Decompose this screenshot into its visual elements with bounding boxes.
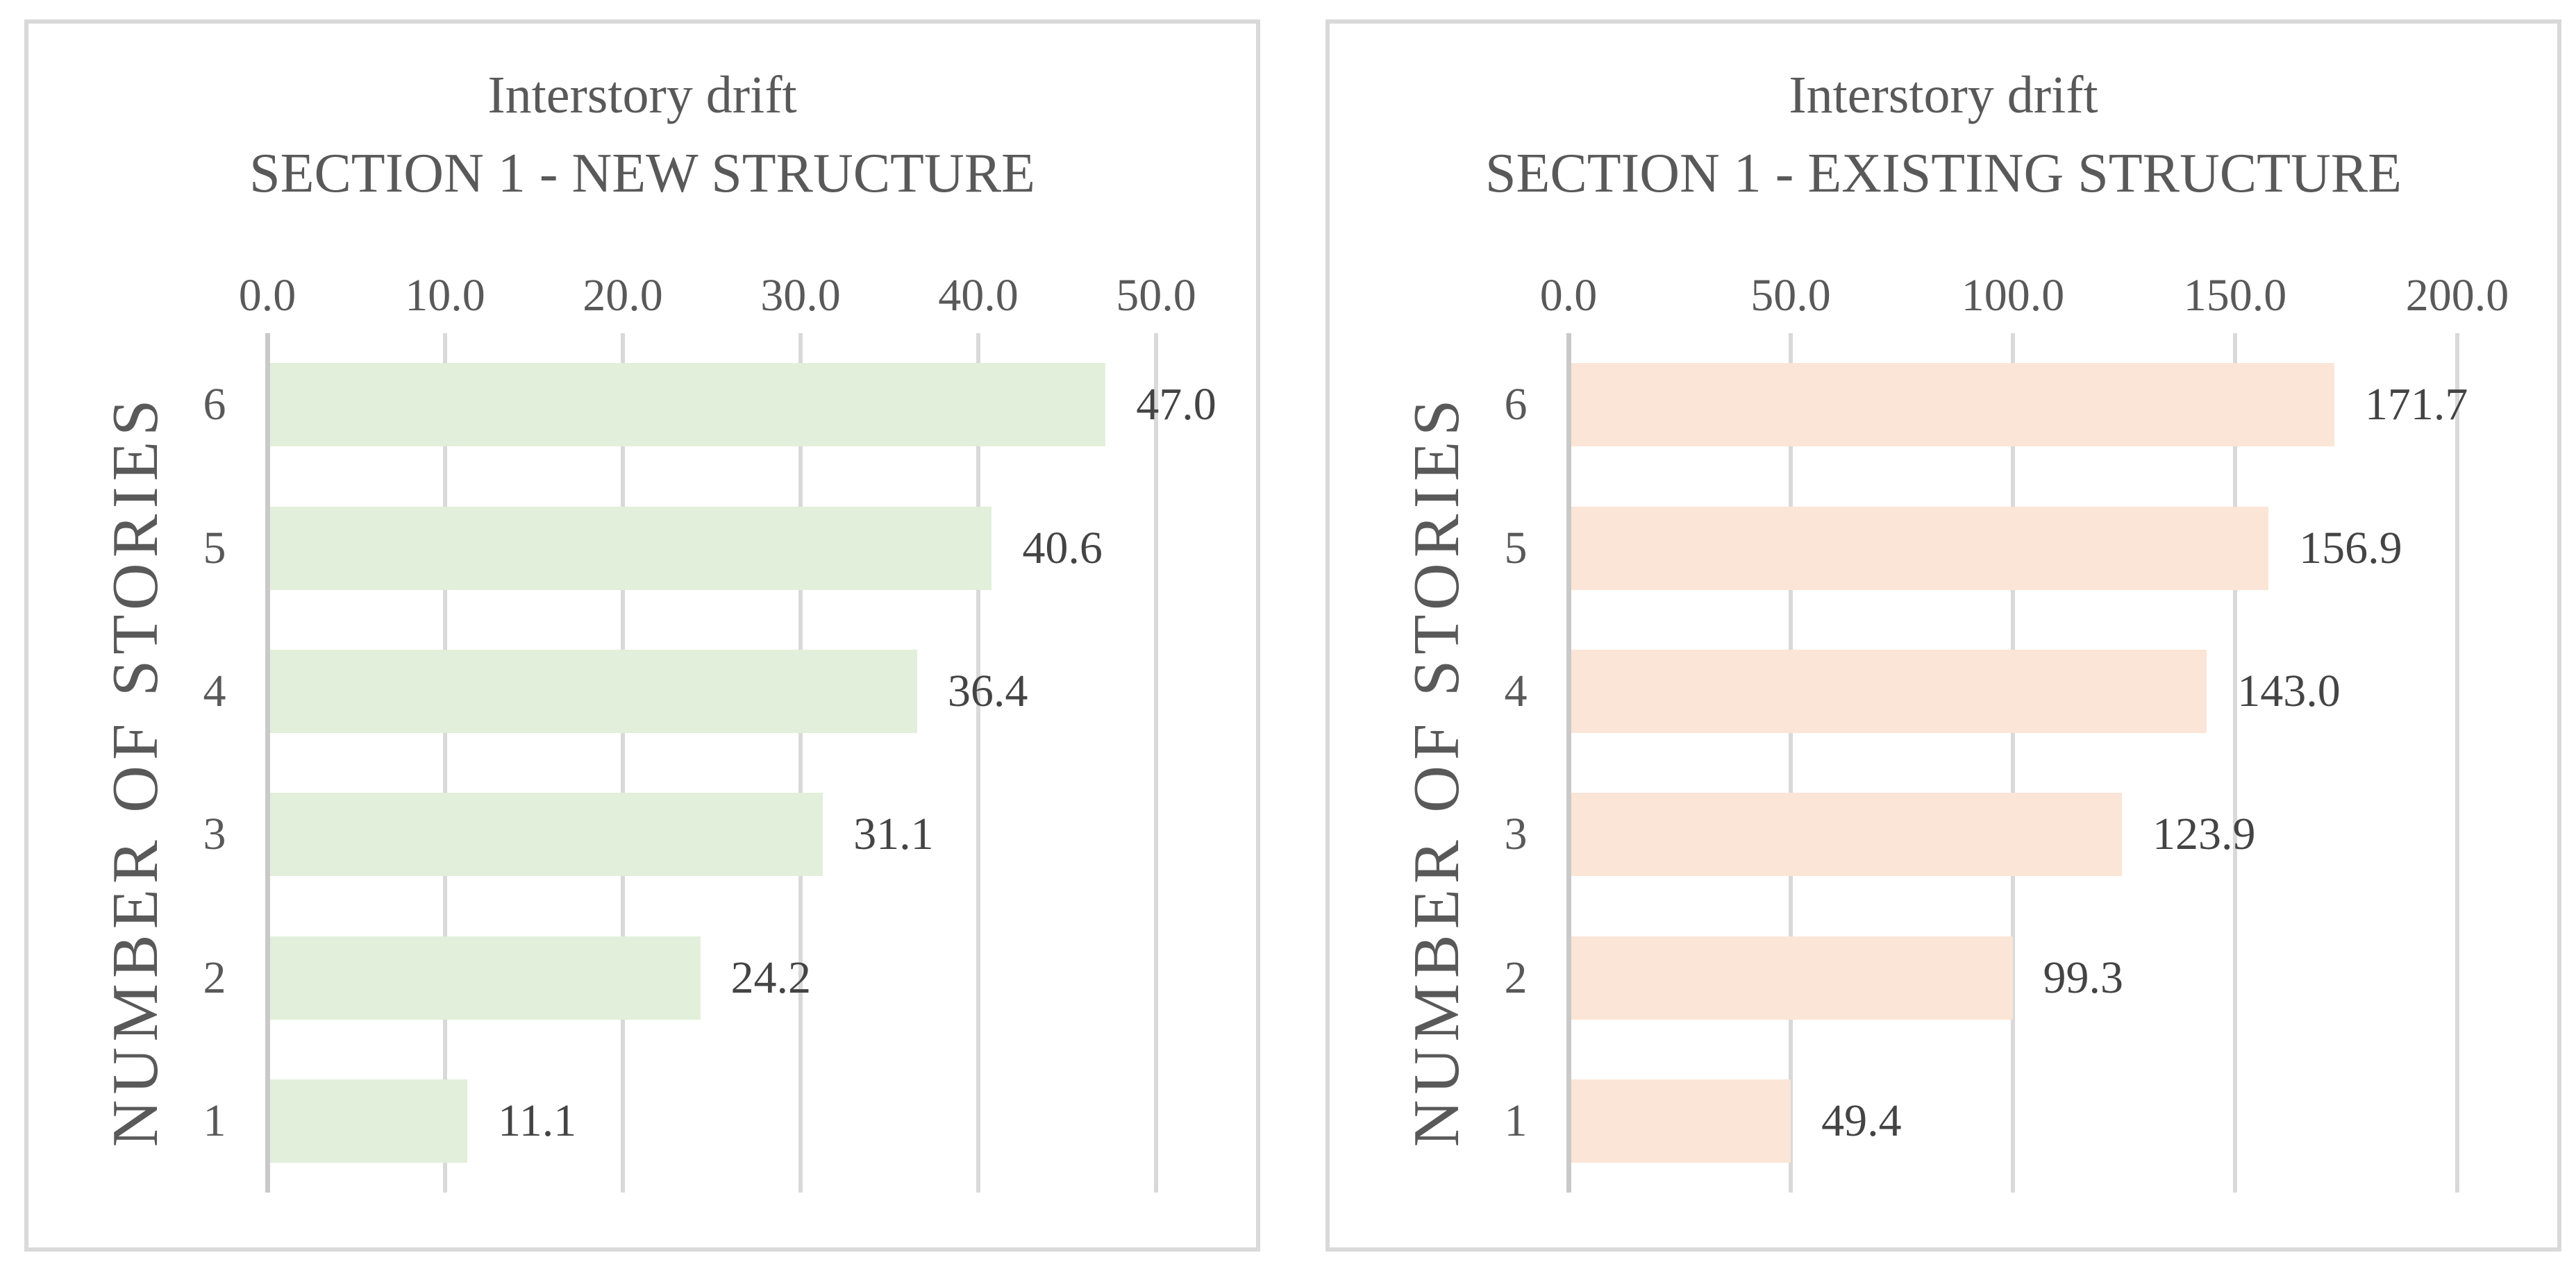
data-label: 123.9 (2152, 809, 2256, 860)
x-tick-label: 50.0 (1116, 270, 1196, 321)
category-label: 5 (1504, 522, 1528, 573)
data-label: 156.9 (2299, 522, 2402, 573)
chart-subtitle: SECTION 1 - EXISTING STRUCTURE (1485, 143, 2402, 204)
gridline (1154, 333, 1158, 1193)
gridline (2233, 333, 2237, 1193)
bar-story-4 (1571, 649, 2207, 733)
gridline (443, 333, 447, 1193)
bar-story-2 (1571, 936, 2013, 1020)
category-label: 5 (203, 522, 226, 573)
category-label: 4 (203, 665, 226, 716)
y-axis-line (1566, 333, 1571, 1193)
chart-subtitle: SECTION 1 - NEW STRUCTURE (249, 143, 1035, 204)
plot-area: 47.0 40.6 36.4 31.1 24.2 11.1 (265, 333, 1216, 1193)
gridline (621, 333, 625, 1193)
gridline (2011, 333, 2015, 1193)
x-tick-label: 200.0 (2405, 270, 2509, 321)
x-tick-label: 0.0 (238, 270, 296, 321)
category-label: 1 (1504, 1095, 1528, 1146)
x-tick-label: 20.0 (583, 270, 663, 321)
x-tick-label: 40.0 (938, 270, 1019, 321)
category-label: 4 (1504, 665, 1528, 716)
category-label: 3 (1504, 809, 1528, 860)
data-label: 24.2 (730, 952, 812, 1003)
data-label: 31.1 (853, 809, 934, 860)
bar-story-6 (1571, 363, 2334, 447)
x-tick-label: 50.0 (1750, 270, 1831, 321)
data-label: 143.0 (2237, 665, 2341, 716)
bar-story-1 (1571, 1079, 1791, 1163)
category-label: 6 (1504, 379, 1528, 430)
data-label: 36.4 (947, 665, 1028, 716)
bar-story-5 (1571, 506, 2269, 590)
bar-story-5 (270, 506, 992, 590)
bar-story-4 (270, 649, 917, 733)
data-label: 47.0 (1136, 379, 1216, 430)
x-tick-label: 0.0 (1539, 270, 1598, 321)
plot-area: 171.7 156.9 143.0 123.9 99.3 49.4 (1566, 333, 2468, 1193)
data-label: 11.1 (498, 1095, 577, 1146)
data-label: 99.3 (2043, 952, 2124, 1003)
bar-story-3 (270, 793, 823, 877)
chart-panel-existing-structure: Interstory drift SECTION 1 - EXISTING ST… (1325, 19, 2561, 1252)
bar-story-6 (270, 363, 1106, 447)
category-label: 6 (203, 379, 226, 430)
x-axis-ticks: 0.0 10.0 20.0 30.0 40.0 50.0 (28, 268, 1256, 323)
chart-title: Interstory drift (1789, 66, 2098, 124)
x-tick-label: 10.0 (405, 270, 485, 321)
chart-panel-new-structure: Interstory drift SECTION 1 - NEW STRUCTU… (24, 19, 1260, 1252)
gridline (2455, 333, 2459, 1193)
gridline (976, 333, 980, 1193)
x-axis-ticks: 0.0 50.0 100.0 150.0 200.0 (1330, 268, 2557, 323)
data-label: 49.4 (1821, 1095, 1902, 1146)
data-label: 40.6 (1022, 522, 1103, 573)
category-label: 2 (1504, 952, 1528, 1003)
bar-story-2 (270, 936, 701, 1020)
x-tick-label: 100.0 (1961, 270, 2065, 321)
data-label: 171.7 (2364, 379, 2468, 430)
y-axis-title: NUMBER OF STORIES (1400, 394, 1473, 1147)
gridline (798, 333, 803, 1193)
bar-story-1 (270, 1079, 468, 1163)
category-label: 1 (203, 1095, 226, 1146)
x-tick-label: 150.0 (2183, 270, 2287, 321)
category-label: 2 (203, 952, 226, 1003)
chart-title: Interstory drift (487, 66, 797, 124)
bar-story-3 (1571, 793, 2122, 877)
x-tick-label: 30.0 (760, 270, 841, 321)
gridline (1789, 333, 1793, 1193)
y-axis-title: NUMBER OF STORIES (99, 394, 172, 1147)
category-label: 3 (203, 809, 226, 860)
y-axis-line (265, 333, 270, 1193)
